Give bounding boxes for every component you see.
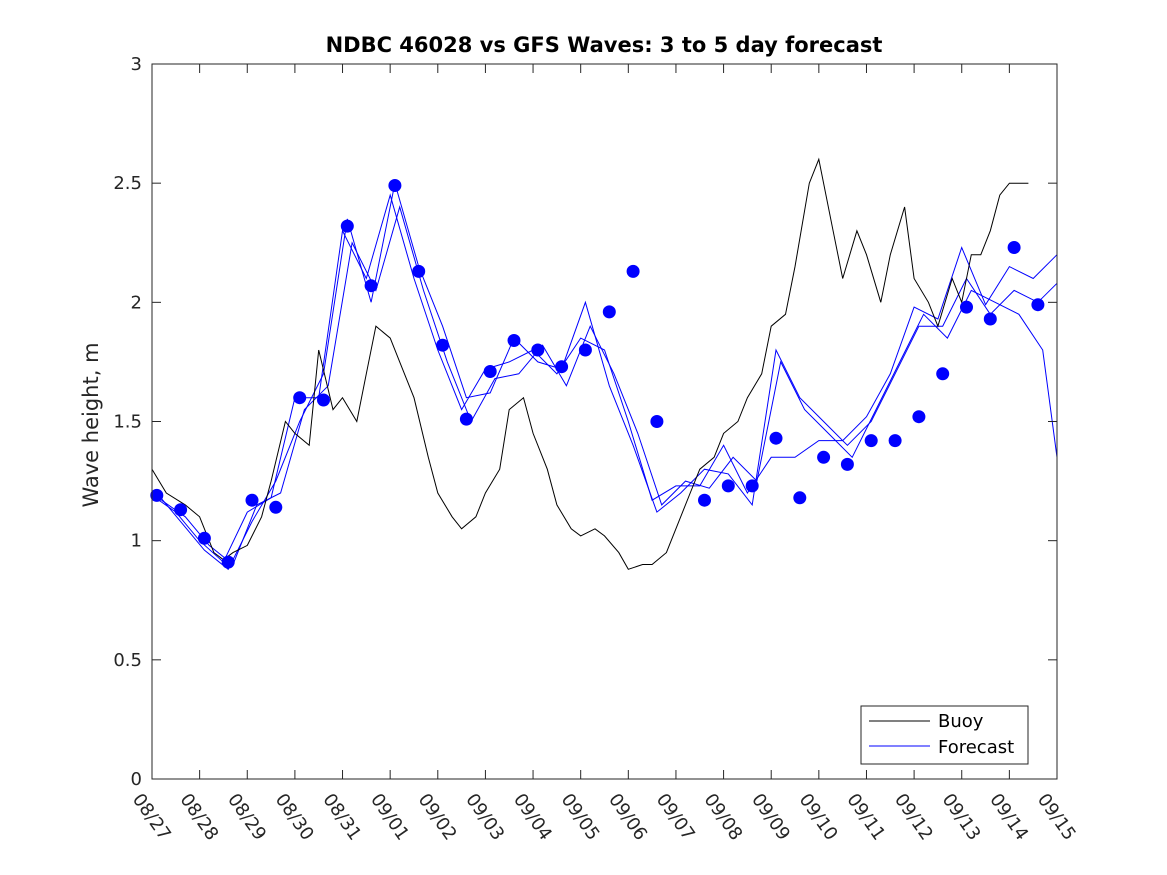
chart-title: NDBC 46028 vs GFS Waves: 3 to 5 day fore… xyxy=(326,33,883,57)
forecast-point xyxy=(483,365,497,378)
forecast-point xyxy=(436,338,450,352)
forecast-point xyxy=(698,493,711,507)
x-tick-label: 09/14 xyxy=(985,790,1032,845)
forecast-point xyxy=(507,334,521,347)
forecast-point xyxy=(602,305,616,319)
forecast-point xyxy=(388,179,402,192)
x-tick-label: 09/11 xyxy=(842,790,889,845)
x-tick-label: 09/06 xyxy=(604,790,651,845)
forecast-point xyxy=(197,531,211,545)
plot-background xyxy=(152,64,1057,779)
y-tick-label: 1 xyxy=(131,531,142,552)
forecast-point xyxy=(245,493,259,507)
forecast-point xyxy=(936,367,950,381)
forecast-point xyxy=(174,503,188,517)
forecast-point xyxy=(888,434,902,448)
forecast-point xyxy=(1031,298,1045,312)
forecast-point xyxy=(150,488,164,502)
forecast-point xyxy=(578,343,592,357)
forecast-point xyxy=(960,300,973,314)
plot-area xyxy=(152,64,1057,779)
forecast-point xyxy=(769,431,783,445)
forecast-markers xyxy=(150,179,1045,569)
x-tick-label: 08/28 xyxy=(176,790,223,845)
legend: Buoy Forecast xyxy=(860,705,1029,765)
legend-buoy-label: Buoy xyxy=(938,711,984,732)
y-tick-label: 2 xyxy=(131,292,142,313)
forecast-point xyxy=(745,479,759,493)
forecast-line-2 xyxy=(161,205,1058,566)
x-tick-label: 09/15 xyxy=(1033,790,1080,845)
legend-box xyxy=(860,705,1029,765)
forecast-point xyxy=(555,360,569,374)
forecast-point xyxy=(269,500,283,514)
buoy-series xyxy=(151,157,1029,570)
forecast-point xyxy=(412,264,426,278)
x-tick-label: 08/29 xyxy=(223,790,270,845)
forecast-point xyxy=(817,450,831,464)
x-tick-label: 09/12 xyxy=(890,790,937,845)
forecast-point xyxy=(317,393,330,407)
y-tick-label: 3 xyxy=(131,54,142,75)
x-tick-label: 08/31 xyxy=(318,790,365,845)
x-tick-label: 09/02 xyxy=(414,790,461,845)
forecast-point xyxy=(340,219,354,233)
x-tick-label: 08/30 xyxy=(271,790,318,845)
x-tick-label: 09/10 xyxy=(795,790,842,845)
forecast-point xyxy=(293,391,307,405)
x-tick-label: 09/05 xyxy=(557,790,604,845)
x-tick-label: 09/03 xyxy=(461,790,508,845)
forecast-point xyxy=(364,279,378,293)
x-tick-label: 09/09 xyxy=(747,790,794,845)
y-ticks: 0 0.5 1 1.5 2 2.5 3 xyxy=(113,54,1057,790)
legend-forecast-label: Forecast xyxy=(938,737,1014,758)
forecast-point xyxy=(983,312,997,326)
x-tick-label: 09/01 xyxy=(366,790,413,845)
forecast-point xyxy=(531,343,545,357)
x-tick-label: 09/08 xyxy=(700,790,747,845)
x-tick-label: 09/13 xyxy=(938,790,985,845)
forecast-point xyxy=(840,457,854,471)
x-tick-label: 09/07 xyxy=(652,790,699,845)
forecast-point xyxy=(650,415,664,428)
forecast-line-3 xyxy=(156,183,1058,571)
forecast-point xyxy=(912,410,926,424)
forecast-point xyxy=(721,479,735,493)
y-tick-label: 0.5 xyxy=(113,650,142,671)
forecast-point xyxy=(793,491,807,505)
forecast-point xyxy=(459,412,473,426)
x-tick-label: 09/04 xyxy=(509,790,556,845)
y-tick-label: 1.5 xyxy=(113,412,142,433)
forecast-point xyxy=(1007,241,1021,254)
y-tick-label: 2.5 xyxy=(113,173,142,194)
y-axis-label: Wave height, m xyxy=(79,342,103,507)
buoy-line xyxy=(151,157,1029,570)
forecast-point xyxy=(864,434,878,448)
x-tick-label: 08/27 xyxy=(128,790,175,845)
forecast-point xyxy=(626,264,640,278)
y-tick-label: 0 xyxy=(131,769,142,790)
forecast-point xyxy=(221,555,235,569)
